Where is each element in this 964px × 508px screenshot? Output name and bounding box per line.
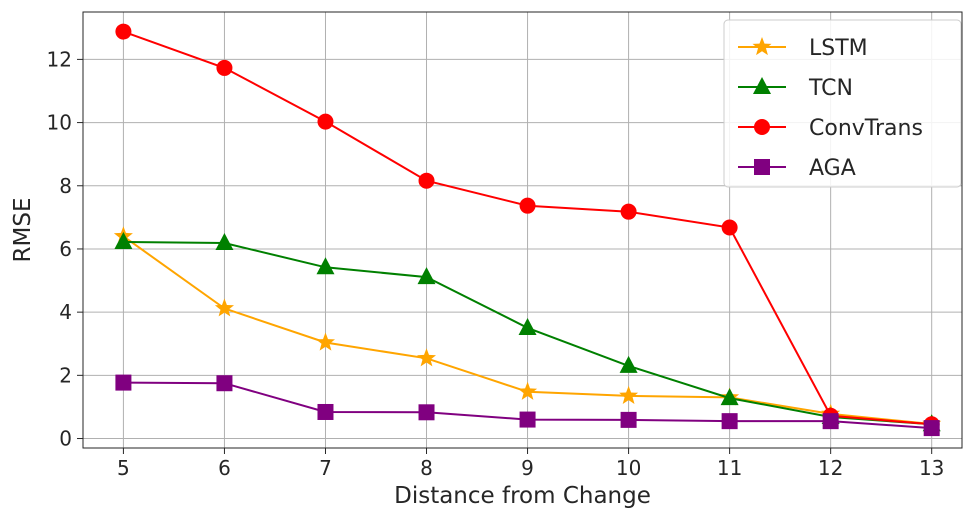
data-point-convtrans xyxy=(620,203,637,220)
data-point-tcn xyxy=(720,388,739,406)
y-tick-label: 6 xyxy=(59,237,72,261)
data-point-lstm xyxy=(619,385,639,404)
data-point-aga xyxy=(620,411,637,428)
x-tick-label: 12 xyxy=(818,456,843,480)
y-tick-label: 2 xyxy=(59,363,72,387)
legend-entry-aga: AGA xyxy=(738,156,856,181)
x-tick-label: 5 xyxy=(117,456,130,480)
legend-marker-tcn xyxy=(753,77,771,94)
plot-frame xyxy=(82,11,963,449)
x-tick-label: 11 xyxy=(717,456,742,480)
data-point-lstm xyxy=(518,381,538,400)
data-point-tcn xyxy=(619,355,638,373)
data-point-aga xyxy=(317,403,334,420)
legend-entry-lstm: LSTM xyxy=(738,36,868,61)
data-point-convtrans xyxy=(216,59,233,76)
data-point-lstm xyxy=(417,348,436,367)
data-point-convtrans xyxy=(418,172,435,189)
legend-label-lstm: LSTM xyxy=(809,36,868,61)
y-tick-label: 12 xyxy=(47,47,72,71)
legend-marker-aga xyxy=(754,159,770,175)
data-point-aga xyxy=(923,420,940,437)
legend: LSTM TCN ConvTrans AGA xyxy=(723,19,962,188)
data-point-lstm xyxy=(214,298,234,317)
data-point-tcn xyxy=(114,232,133,250)
legend-marker-lstm xyxy=(752,37,772,56)
data-point-tcn xyxy=(316,257,335,275)
x-tick-label: 10 xyxy=(616,456,641,480)
y-tick-label: 8 xyxy=(59,174,72,198)
axis-ticks: 5 6 7 8 9 10 11 12 13 0 2 4 6 8 10 12 xyxy=(47,47,945,480)
data-point-tcn xyxy=(215,232,234,250)
data-point-aga xyxy=(115,374,132,391)
data-point-convtrans xyxy=(519,197,536,214)
y-axis-label: RMSE xyxy=(10,198,36,263)
x-tick-label: 6 xyxy=(218,456,231,480)
legend-label-tcn: TCN xyxy=(808,76,853,101)
y-tick-label: 4 xyxy=(59,300,72,324)
legend-entry-tcn: TCN xyxy=(738,76,853,101)
y-tick-label: 0 xyxy=(59,427,72,451)
data-point-convtrans xyxy=(317,113,334,130)
data-point-aga xyxy=(721,413,738,430)
legend-marker-convtrans xyxy=(754,119,770,135)
x-tick-label: 8 xyxy=(420,456,433,480)
legend-label-convtrans: ConvTrans xyxy=(809,116,923,141)
data-point-aga xyxy=(216,375,233,392)
data-point-tcn xyxy=(518,317,537,335)
x-tick-label: 13 xyxy=(919,456,944,480)
data-point-aga xyxy=(418,404,435,421)
series-aga xyxy=(115,374,940,437)
data-point-convtrans xyxy=(115,23,132,40)
legend-box xyxy=(723,19,962,188)
data-point-lstm xyxy=(316,332,335,351)
legend-entry-convtrans: ConvTrans xyxy=(738,116,923,141)
data-point-convtrans xyxy=(721,219,738,236)
x-axis-label: Distance from Change xyxy=(394,483,651,508)
data-point-tcn xyxy=(417,267,436,285)
legend-label-aga: AGA xyxy=(809,156,856,181)
x-tick-label: 7 xyxy=(319,456,332,480)
x-tick-label: 9 xyxy=(521,456,534,480)
y-tick-label: 10 xyxy=(47,111,72,135)
data-point-aga xyxy=(519,411,536,428)
data-point-aga xyxy=(822,413,839,430)
series-layer xyxy=(113,23,942,437)
